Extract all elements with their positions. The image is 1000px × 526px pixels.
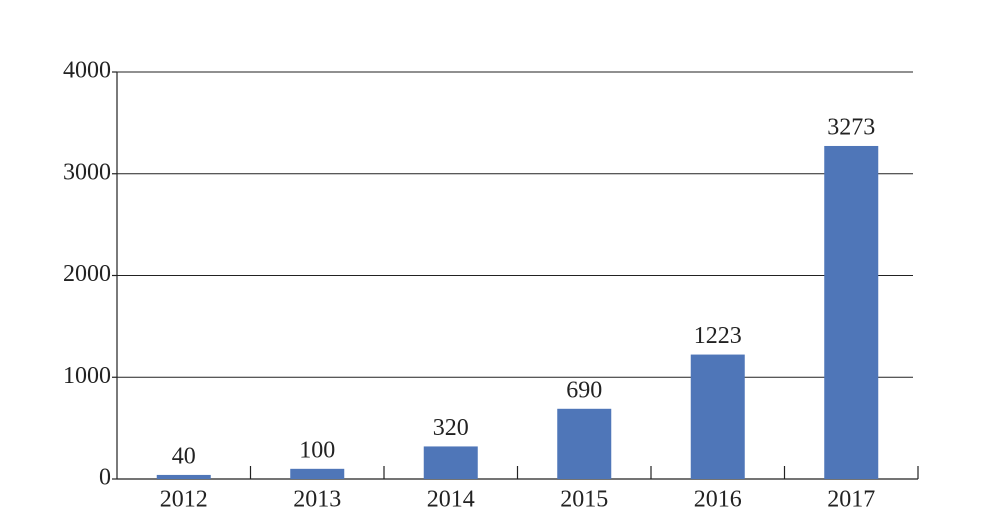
y-tick-label: 2000 [63,261,111,287]
y-tick-label: 3000 [63,159,111,185]
x-tick-label: 2012 [160,487,208,513]
x-tick-label: 2015 [560,487,608,513]
x-tick-label: 2017 [827,487,875,513]
y-tick-label: 1000 [63,363,111,389]
data-label: 100 [299,437,335,463]
bar [290,468,345,479]
bar [423,446,478,479]
y-tick-label: 4000 [63,58,111,84]
data-label: 3273 [827,114,875,140]
x-tick-label: 2016 [694,487,742,513]
x-tick-label: 2014 [427,487,475,513]
data-label: 40 [172,443,196,469]
bar [156,474,211,479]
bar [557,408,612,479]
data-label: 1223 [694,323,742,349]
data-label: 690 [566,377,602,403]
bar [690,354,745,479]
data-label: 320 [433,415,469,441]
bar [824,145,879,480]
y-tick-label: 0 [99,465,111,491]
x-tick-label: 2013 [293,487,341,513]
